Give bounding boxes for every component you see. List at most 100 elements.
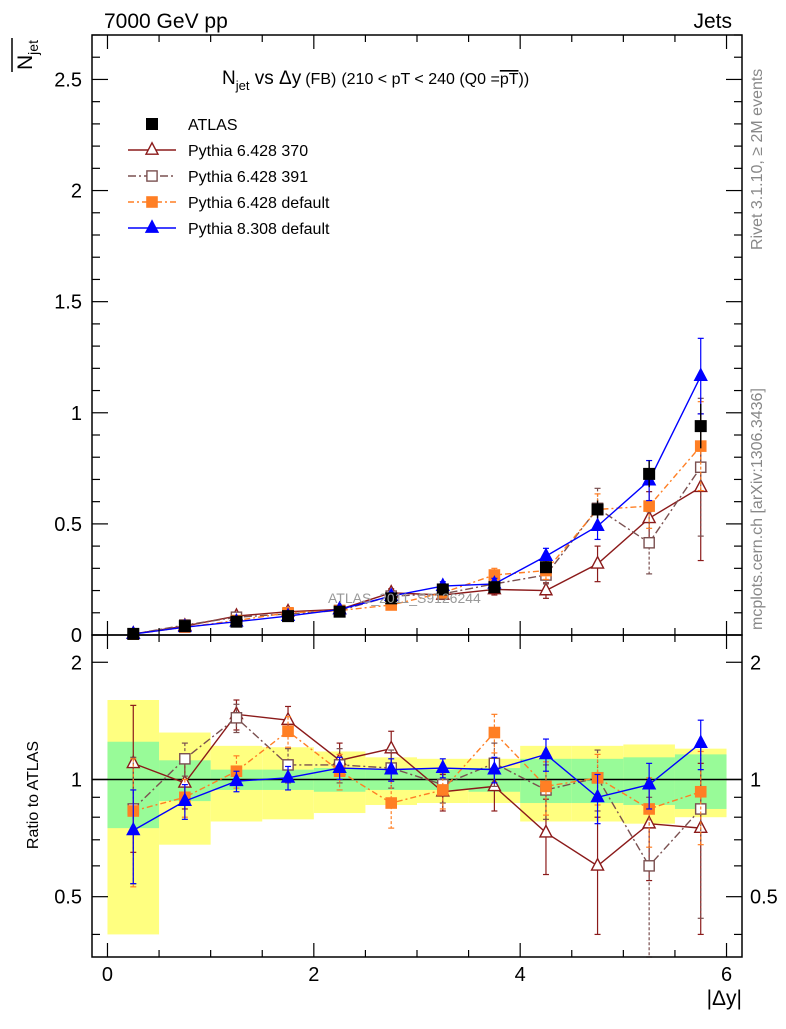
legend: ATLAS Pythia 6.428 370 Pythia 6.428 391 Pyt… <box>128 117 330 238</box>
atlas-data-point <box>436 583 449 596</box>
main-panel <box>126 337 708 640</box>
ratio-point-1 <box>643 860 655 872</box>
main-y-tick-label: 2 <box>71 181 82 203</box>
title-main-sub: jet <box>235 78 250 93</box>
title-fb: (FB) <box>305 71 336 88</box>
legend-marker-0 <box>144 141 160 155</box>
atlas-data-point <box>694 420 707 433</box>
y-label-n: N <box>14 55 37 70</box>
main-point-3 <box>693 367 708 382</box>
ratio-point-2 <box>436 784 449 796</box>
title-pt: pT <box>500 71 519 88</box>
ratio-series-line-2 <box>133 730 701 812</box>
main-point-1 <box>643 536 655 549</box>
ratio-point-3 <box>435 759 450 773</box>
ratio-point-2 <box>488 726 501 739</box>
legend-label-1: Pythia 6.428 391 <box>188 169 308 186</box>
legend-label-0: Pythia 6.428 370 <box>188 143 308 160</box>
atlas-data-point <box>178 620 191 633</box>
atlas-data-point <box>385 592 398 605</box>
y-label-sub: jet <box>25 40 41 56</box>
legend-marker-3 <box>144 219 160 233</box>
ratio-point-3 <box>641 775 657 790</box>
y-axis-label-main: Njet <box>14 40 41 70</box>
main-y-tick-label: 1.5 <box>54 292 82 314</box>
y-axis-label-ratio: Ratio to ATLAS <box>25 741 42 849</box>
ratio-point-3 <box>384 760 399 775</box>
title-range: (210 < pT < 240 (Q0 = <box>341 71 499 88</box>
atlas-data-point <box>333 605 346 618</box>
axes-layer: 0 2 4 6 0 0.5 1 1.5 2 2.5 0.5 0.5 1 1 2 2 <box>54 34 778 986</box>
ratio-y-tick-label-left: 2 <box>71 652 82 674</box>
x-axis-label: |Δy| <box>707 987 742 1010</box>
ratio-point-1 <box>230 712 243 724</box>
ratio-y-tick-label-right: 0.5 <box>750 887 778 909</box>
ratio-y-tick-label-left: 1 <box>71 769 82 791</box>
header-process-label: Jets <box>693 10 732 33</box>
title-close: )) <box>518 71 529 88</box>
atlas-data-point <box>127 627 140 640</box>
legend-marker-2 <box>146 196 158 208</box>
x-tick-label: 4 <box>515 964 526 986</box>
atlas-data-point <box>643 467 656 480</box>
main-series-line-2 <box>133 445 702 635</box>
rivet-version-label: Rivet 3.1.10, ≥ 2M events <box>749 69 766 250</box>
ratio-point-3 <box>280 769 296 783</box>
main-point-0 <box>538 581 554 596</box>
ratio-series-line-1 <box>132 716 702 868</box>
ratio-point-2 <box>282 725 294 738</box>
ratio-point-3 <box>590 788 605 803</box>
atlas-data-point <box>539 561 552 574</box>
main-series-line-0 <box>133 486 702 635</box>
title-vs: vs Δy <box>249 68 301 89</box>
ratio-point-3 <box>487 760 502 775</box>
legend-atlas-marker <box>146 118 158 130</box>
plot-title: Njet vs Δy (FB) (210 < pT < 240 (Q0 =pT)) <box>222 68 529 93</box>
header-collision-label: 7000 GeV pp <box>104 10 228 33</box>
atlas-data-point <box>282 610 295 623</box>
ratio-series-line-0 <box>133 713 701 867</box>
mcplots-label: mcplots.cern.ch [arXiv:1306.3436] <box>749 388 766 630</box>
main-y-tick-label: 0 <box>71 625 82 647</box>
legend-label-3: Pythia 8.308 default <box>188 221 330 238</box>
main-point-0 <box>590 555 605 569</box>
ratio-point-3 <box>538 745 554 760</box>
ratio-point-1 <box>179 753 191 765</box>
main-point-3 <box>590 517 605 532</box>
x-tick-label: 0 <box>102 964 113 986</box>
ratio-point-3 <box>229 772 244 787</box>
ratio-point-3 <box>332 759 347 773</box>
main-point-2 <box>643 500 655 512</box>
main-series-line-1 <box>133 466 702 635</box>
ratio-point-2 <box>694 785 707 798</box>
watermark: ATLAS_2011_S9126244 <box>328 590 481 606</box>
ratio-y-tick-label-right: 2 <box>750 652 761 674</box>
ratio-point-3 <box>177 792 193 806</box>
ratio-y-tick-label-right: 1 <box>750 769 761 791</box>
main-series-line-3 <box>133 375 702 635</box>
main-point-3 <box>538 547 554 562</box>
ratio-y-tick-label-left: 0.5 <box>54 887 82 909</box>
atlas-data-point <box>488 581 501 594</box>
main-y-tick-label: 0.5 <box>54 514 82 536</box>
atlas-data-point <box>230 615 243 628</box>
ratio-panel <box>92 699 742 958</box>
ratio-point-0 <box>538 823 554 838</box>
ratio-point-3 <box>693 734 708 749</box>
main-y-tick-label: 1 <box>71 403 82 425</box>
legend-label-2: Pythia 6.428 default <box>188 195 330 212</box>
main-y-tick-label: 2.5 <box>54 69 82 91</box>
x-tick-label: 6 <box>721 964 732 986</box>
atlas-data-point <box>591 503 604 516</box>
ratio-point-2 <box>540 780 552 793</box>
title-main: N <box>222 68 236 89</box>
ratio-series-line-3 <box>132 742 702 832</box>
legend-marker-1 <box>146 170 158 182</box>
x-tick-label: 2 <box>308 964 319 986</box>
ratio-point-3 <box>126 821 141 836</box>
legend-label-atlas: ATLAS <box>188 117 238 134</box>
ratio-point-0 <box>590 857 605 871</box>
ratio-point-2 <box>385 797 398 809</box>
